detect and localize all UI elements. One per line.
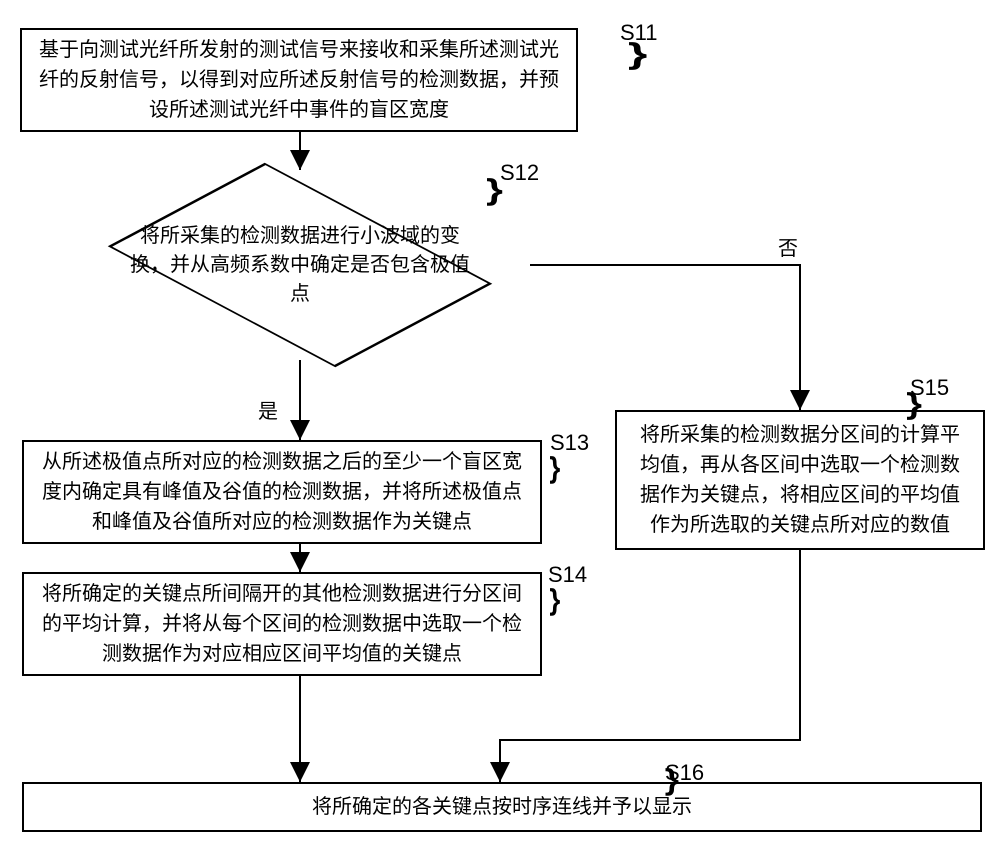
curly-s16: ⏞ — [611, 768, 678, 797]
label-s12: S12 — [500, 160, 539, 186]
node-s14-text: 将所确定的关键点所间隔开的其他检测数据进行分区间的平均计算，并将从每个区间的检测… — [38, 579, 526, 669]
branch-no: 否 — [778, 232, 798, 261]
curly-s12: ⏞ — [423, 178, 501, 207]
branch-yes: 是 — [258, 395, 278, 424]
label-s14: S14 — [548, 562, 587, 588]
node-s15: 将所采集的检测数据分区间的计算平均值，再从各区间中选取一个检测数据作为关键点，将… — [615, 410, 985, 550]
node-s14: 将所确定的关键点所间隔开的其他检测数据进行分区间的平均计算，并将从每个区间的检测… — [22, 572, 542, 676]
node-s11: 基于向测试光纤所发射的测试信号来接收和采集所述测试光纤的反射信号，以得到对应所述… — [20, 28, 578, 132]
curly-s11: ⏞ — [556, 42, 646, 71]
node-s11-text: 基于向测试光纤所发射的测试信号来接收和采集所述测试光纤的反射信号，以得到对应所述… — [36, 35, 562, 125]
node-s16: 将所确定的各关键点按时序连线并予以显示 — [22, 782, 982, 832]
curly-s13: ⏞ — [509, 456, 559, 485]
edge-s12-s15 — [530, 265, 800, 410]
label-s13: S13 — [550, 430, 589, 456]
edge-s15-s16 — [500, 550, 800, 782]
node-s13: 从所述极值点所对应的检测数据之后的至少一个盲区宽度内确定具有峰值及谷值的检测数据… — [22, 440, 542, 544]
curly-s14: ⏞ — [509, 588, 559, 617]
node-s13-text: 从所述极值点所对应的检测数据之后的至少一个盲区宽度内确定具有峰值及谷值的检测数据… — [38, 447, 526, 537]
curly-s15: ⏞ — [848, 392, 921, 421]
node-s15-text: 将所采集的检测数据分区间的计算平均值，再从各区间中选取一个检测数据作为关键点，将… — [631, 420, 969, 540]
